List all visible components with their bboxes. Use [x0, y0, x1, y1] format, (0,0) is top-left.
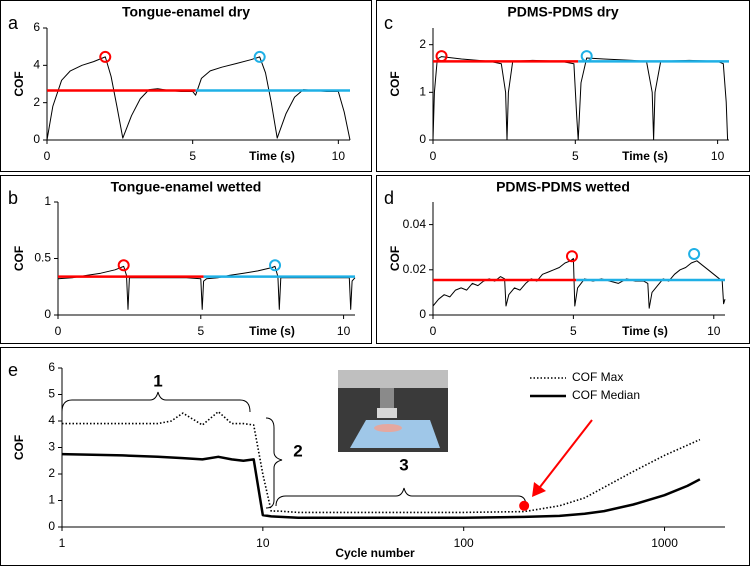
y-tick-label: 1 [44, 194, 51, 208]
y-tick-label: 0.02 [403, 262, 427, 276]
series-line [432, 56, 729, 141]
y-axis-label: COF [388, 71, 402, 96]
x-tick-label: 0 [55, 324, 62, 338]
panel-letter: c [384, 13, 393, 33]
y-tick-label: 0 [419, 132, 426, 146]
panel-frame [376, 0, 750, 172]
max-marker [269, 259, 282, 272]
y-tick-label: 0 [33, 132, 40, 146]
series-line [46, 56, 351, 141]
x-tick-label: 0 [430, 324, 437, 338]
annotation: 3 [399, 455, 408, 474]
y-tick-label: 4 [33, 58, 40, 72]
y-tick-label: 2 [33, 95, 40, 109]
max-marker [253, 50, 266, 63]
y-axis-label: COF [12, 435, 26, 460]
y-tick-label: 1 [419, 85, 426, 99]
x-tick-label: 100 [454, 536, 474, 550]
x-tick-label: 10 [332, 149, 346, 163]
annotation: 2 [293, 441, 302, 460]
y-tick-label: 4 [48, 413, 55, 427]
y-axis-label: COF [388, 246, 402, 271]
panel-letter: b [8, 188, 18, 208]
panel-letter: d [384, 188, 394, 208]
max-marker [99, 50, 112, 63]
x-tick-label: 10 [337, 324, 351, 338]
x-axis-label: Time (s) [249, 149, 295, 163]
y-axis-label: COF [12, 71, 26, 96]
y-tick-label: 0.04 [403, 217, 427, 231]
x-tick-label: 5 [189, 149, 196, 163]
max-marker [435, 50, 448, 63]
highlight-point [519, 500, 530, 511]
x-axis-label: Cycle number [335, 546, 415, 560]
max-marker [580, 50, 593, 63]
max-marker [117, 259, 130, 272]
inset-photo [338, 370, 448, 452]
x-tick-label: 10 [707, 324, 721, 338]
chart-title: PDMS-PDMS wetted [496, 179, 630, 195]
chart-title: Tongue-enamel wetted [111, 179, 262, 195]
y-tick-label: 2 [48, 466, 55, 480]
x-tick-label: 0 [44, 149, 51, 163]
arrow [532, 419, 593, 497]
x-axis-label: Time (s) [622, 324, 668, 338]
x-tick-label: 5 [570, 324, 577, 338]
series-line [432, 258, 726, 309]
x-tick-label: 5 [197, 324, 204, 338]
y-tick-label: 3 [48, 440, 55, 454]
x-axis-label: Time (s) [249, 324, 295, 338]
x-tick-label: 10 [256, 536, 270, 550]
x-tick-label: 10 [711, 149, 725, 163]
series-line [62, 410, 701, 514]
chart-title: PDMS-PDMS dry [507, 4, 618, 20]
panel-letter: e [8, 360, 18, 380]
y-tick-label: 5 [48, 387, 55, 401]
y-tick-label: 0 [419, 307, 426, 321]
chart-title: Tongue-enamel dry [122, 4, 250, 20]
series-line [57, 265, 356, 310]
y-tick-label: 0 [44, 307, 51, 321]
panel-frame [0, 0, 372, 172]
y-axis-label: COF [12, 246, 26, 271]
series-line [61, 452, 701, 519]
max-marker [688, 247, 701, 260]
y-tick-label: 6 [48, 360, 55, 374]
x-axis-label: Time (s) [622, 149, 668, 163]
x-tick-label: 5 [572, 149, 579, 163]
y-tick-label: 6 [33, 20, 40, 34]
annotation: 1 [153, 371, 162, 390]
max-marker [565, 250, 578, 263]
y-tick-label: 0 [48, 519, 55, 533]
legend-label: COF Median [572, 388, 640, 402]
y-tick-label: 0.5 [34, 251, 51, 265]
y-tick-label: 2 [419, 37, 426, 51]
x-tick-label: 1000 [651, 536, 678, 550]
x-tick-label: 1 [59, 536, 66, 550]
panel-frame [0, 175, 372, 344]
panel-letter: a [8, 13, 19, 33]
annotation-brackets [61, 391, 527, 509]
legend-label: COF Max [572, 370, 623, 384]
y-tick-label: 1 [48, 493, 55, 507]
x-tick-label: 0 [430, 149, 437, 163]
